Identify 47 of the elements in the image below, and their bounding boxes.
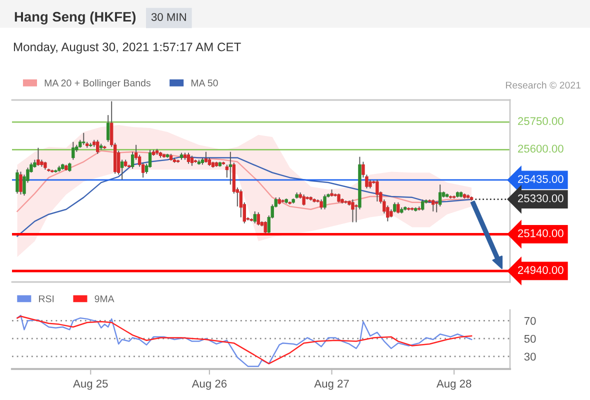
candlestick xyxy=(320,198,323,210)
candlestick xyxy=(36,147,40,166)
chart-subtitle: Monday, August 30, 2021 1:57:17 AM CET xyxy=(14,42,241,54)
x-tick-label: Aug 27 xyxy=(314,380,349,390)
y-tick-label: 30 xyxy=(524,352,536,361)
y-tick-label: 50 xyxy=(524,334,536,343)
candlestick xyxy=(351,198,354,223)
candlestick xyxy=(421,198,424,211)
candlestick xyxy=(432,198,435,212)
text: 30 MIN xyxy=(151,13,186,21)
candlestick xyxy=(16,169,19,194)
candlestick xyxy=(323,194,326,210)
candlestick xyxy=(253,210,256,224)
y-tick-label: 70 xyxy=(524,316,536,325)
candlestick xyxy=(186,152,190,164)
candlestick xyxy=(256,212,260,226)
legend-label: RSI xyxy=(39,295,54,302)
legend-label: 9MA xyxy=(94,295,114,302)
candlestick xyxy=(96,139,100,154)
candlestick xyxy=(264,220,267,234)
x-tick-label: Aug 25 xyxy=(73,380,108,390)
candlestick xyxy=(82,132,86,146)
candlestick xyxy=(204,151,208,164)
chart-title: Hang Seng (HKFE) xyxy=(14,12,136,24)
candlestick xyxy=(19,171,22,195)
ref-line-label: 25140.00 xyxy=(518,229,564,238)
candlestick xyxy=(228,151,232,186)
candlestick xyxy=(120,159,124,180)
candlestick xyxy=(376,179,379,202)
text: Research © 2021 xyxy=(506,81,581,89)
legend-label: MA 20 + Bollinger Bands xyxy=(44,79,150,88)
candlestick xyxy=(190,155,194,166)
candlestick xyxy=(106,114,110,142)
candlestick xyxy=(68,162,72,172)
candlestick xyxy=(396,202,400,214)
legend-label: MA 50 xyxy=(191,80,218,86)
candlestick xyxy=(354,204,358,223)
x-tick-label: Aug 26 xyxy=(192,380,227,390)
ref-line-label: 24940.00 xyxy=(518,266,564,274)
candlestick xyxy=(302,194,306,206)
ref-line-label: 25330.00 xyxy=(518,194,564,202)
x-tick-label: Aug 28 xyxy=(436,380,472,390)
candlestick xyxy=(435,200,438,213)
ref-line-label: 25435.00 xyxy=(518,175,564,183)
candlestick xyxy=(72,141,75,160)
ref-line-label: 25600.00 xyxy=(518,144,564,153)
ref-line-label: 25750.00 xyxy=(518,117,564,126)
